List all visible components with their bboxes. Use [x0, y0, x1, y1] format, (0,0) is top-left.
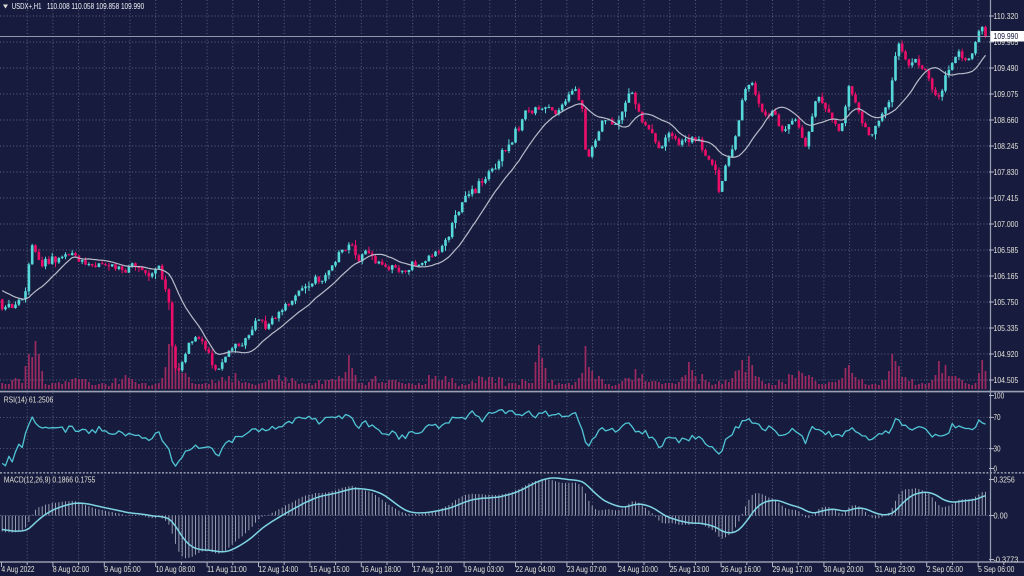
svg-text:RSI(14) 61.2506: RSI(14) 61.2506	[4, 396, 54, 405]
svg-text:109.490: 109.490	[994, 64, 1019, 73]
svg-text:15 Aug 15:00: 15 Aug 15:00	[310, 565, 350, 574]
svg-text:12 Aug 14:00: 12 Aug 14:00	[259, 565, 299, 574]
svg-text:30: 30	[994, 444, 1002, 453]
svg-text:25 Aug 13:00: 25 Aug 13:00	[670, 565, 710, 574]
svg-text:104.505: 104.505	[994, 376, 1019, 385]
svg-text:19 Aug 03:00: 19 Aug 03:00	[464, 565, 504, 574]
svg-text:0: 0	[994, 464, 998, 473]
svg-text:31 Aug 23:00: 31 Aug 23:00	[875, 565, 915, 574]
svg-text:24 Aug 10:00: 24 Aug 10:00	[618, 565, 658, 574]
svg-text:4 Aug 2022: 4 Aug 2022	[2, 565, 35, 574]
svg-text:26 Aug 16:00: 26 Aug 16:00	[721, 565, 761, 574]
svg-text:107.415: 107.415	[994, 194, 1019, 203]
svg-text:5 Sep 06:00: 5 Sep 06:00	[978, 565, 1015, 574]
svg-text:108.245: 108.245	[994, 142, 1019, 151]
svg-text:106.585: 106.585	[994, 246, 1019, 255]
svg-text:107.000: 107.000	[994, 220, 1019, 229]
svg-text:105.750: 105.750	[994, 298, 1019, 307]
svg-text:29 Aug 17:00: 29 Aug 17:00	[773, 565, 813, 574]
svg-text:2 Sep 05:00: 2 Sep 05:00	[927, 565, 964, 574]
svg-text:110.008 110.058 109.858 109.99: 110.008 110.058 109.858 109.990	[47, 2, 145, 11]
svg-text:MACD(12,26,9) 0.1866 0.1755: MACD(12,26,9) 0.1866 0.1755	[4, 475, 96, 484]
svg-text:USDX+,H1: USDX+,H1	[12, 2, 42, 11]
svg-text:100: 100	[994, 391, 1005, 400]
svg-text:-0.3773: -0.3773	[994, 555, 1019, 564]
svg-text:70: 70	[994, 413, 1002, 422]
svg-text:17 Aug 21:00: 17 Aug 21:00	[413, 565, 453, 574]
svg-text:9 Aug 05:00: 9 Aug 05:00	[104, 565, 141, 574]
svg-text:110.320: 110.320	[994, 12, 1019, 21]
svg-text:108.660: 108.660	[994, 116, 1019, 125]
svg-text:10 Aug 08:00: 10 Aug 08:00	[156, 565, 196, 574]
svg-text:109.990: 109.990	[994, 32, 1019, 41]
svg-text:0.00: 0.00	[994, 511, 1009, 520]
svg-text:104.920: 104.920	[994, 350, 1019, 359]
svg-text:11 Aug 11:00: 11 Aug 11:00	[207, 565, 247, 574]
svg-text:107.830: 107.830	[994, 168, 1019, 177]
svg-text:8 Aug 02:00: 8 Aug 02:00	[53, 565, 90, 574]
svg-text:16 Aug 18:00: 16 Aug 18:00	[361, 565, 401, 574]
svg-text:0.3256: 0.3256	[994, 475, 1015, 484]
svg-text:109.905: 109.905	[994, 38, 1019, 47]
svg-text:23 Aug 07:00: 23 Aug 07:00	[567, 565, 607, 574]
svg-text:30 Aug 20:00: 30 Aug 20:00	[824, 565, 864, 574]
svg-text:22 Aug 04:00: 22 Aug 04:00	[516, 565, 556, 574]
svg-text:105.335: 105.335	[994, 324, 1019, 333]
svg-text:106.165: 106.165	[994, 272, 1019, 281]
svg-text:109.075: 109.075	[994, 90, 1019, 99]
